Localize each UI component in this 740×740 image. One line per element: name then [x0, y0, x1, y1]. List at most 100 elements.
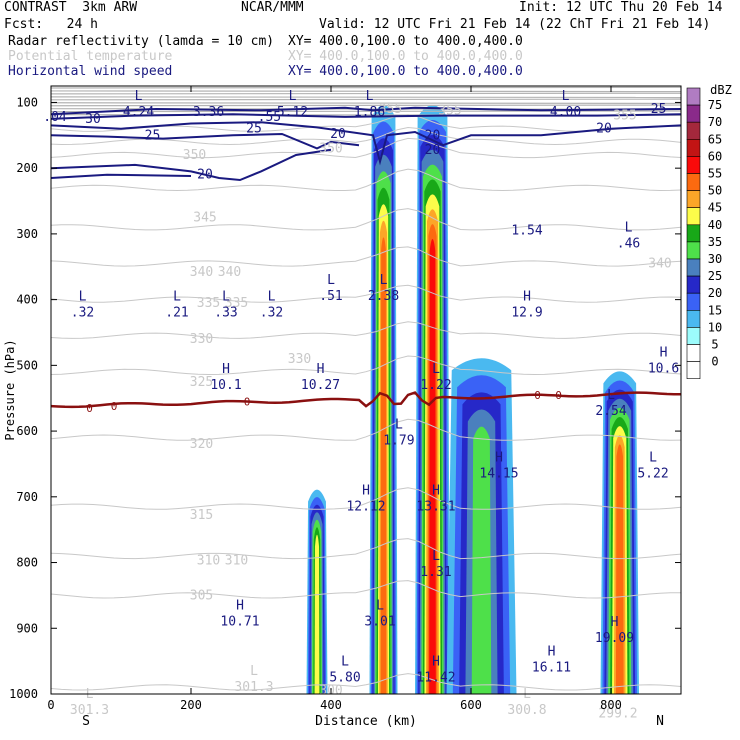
header-org: NCAR/MMM — [241, 0, 304, 15]
colorbar-label: 5 — [711, 338, 718, 352]
field-reflectivity-name: Radar reflectivity (lamda = 10 cm) — [8, 34, 275, 49]
theta-contour-strat — [51, 110, 681, 113]
header-valid: Valid: 12 UTC Fri 21 Feb 14 (22 ChT Fri … — [319, 17, 711, 32]
colorbar-label: 55 — [708, 167, 722, 181]
theta-label: 340 — [190, 265, 213, 280]
hl-value-label: 301.3 — [234, 680, 273, 695]
hl-letter-label: H — [548, 644, 556, 659]
theta-label: 315 — [190, 508, 213, 523]
hl-value-label: .21 — [165, 305, 188, 320]
theta-label: 355 — [379, 102, 402, 117]
colorbar-swatch — [686, 361, 701, 380]
theta-label: 335 — [225, 296, 248, 311]
hl-letter-label: L — [268, 289, 276, 304]
wind-contour — [51, 132, 360, 150]
theta-label: 345 — [193, 210, 216, 225]
colorbar-swatch — [686, 309, 701, 328]
colorbar-swatch — [686, 190, 701, 209]
hl-letter-label: L — [395, 418, 403, 433]
zero-isotherm-label: 0 — [244, 396, 251, 409]
hl-value-label: 1.86 — [354, 105, 385, 120]
theta-label: 335 — [197, 296, 220, 311]
hl-letter-label: H — [362, 483, 370, 498]
hl-value-label: .33 — [214, 305, 237, 320]
theta-label: 355 — [613, 109, 636, 124]
hl-letter-label: H — [660, 345, 668, 360]
theta-contour — [51, 538, 681, 560]
theta-contour — [51, 126, 681, 146]
hl-letter-label: L — [341, 654, 349, 669]
header-init: Init: 12 UTC Thu 20 Feb 14 — [519, 0, 723, 15]
wind-contour — [51, 121, 681, 166]
hl-letter-label: L — [380, 273, 388, 288]
theta-contour — [51, 321, 681, 339]
hl-letter-label: L — [432, 549, 440, 564]
theta-contour-strat — [51, 96, 681, 99]
hl-letter-label: H — [495, 451, 503, 466]
colorbar-swatch — [686, 156, 701, 174]
wind-label: 20 — [596, 122, 612, 137]
hl-letter-label: H — [432, 654, 440, 669]
field-theta-name: Potential temperature — [8, 49, 173, 64]
theta-contour — [51, 208, 681, 231]
theta-contour-strat — [51, 98, 681, 101]
wind-contour — [51, 106, 681, 116]
theta-label: 325 — [190, 375, 213, 390]
hl-letter-label: L — [173, 289, 181, 304]
x-tick-label: 400 — [320, 698, 342, 712]
field-wind-name: Horizontal wind speed — [8, 64, 173, 79]
hl-letter-label: L — [366, 89, 374, 104]
field-reflectivity-xy: XY= 400.0,100.0 to 400.0,400.0 — [288, 34, 523, 49]
reflectivity-cell-2-band-55 — [429, 238, 436, 694]
hl-letter-label: H — [611, 615, 619, 630]
wind-label: 20 — [425, 128, 441, 143]
y-tick-label: 500 — [16, 358, 38, 372]
hl-value-label: .46 — [617, 236, 640, 251]
wind-label: 25 — [651, 102, 667, 117]
colorbar-swatch — [686, 207, 701, 226]
hl-letter-label: L — [327, 273, 335, 288]
hl-value-label: 1.22 — [420, 378, 451, 393]
hl-value-label: 12.12 — [346, 499, 385, 514]
theta-label: 340 — [648, 256, 671, 271]
hl-value-label: .32 — [71, 305, 94, 320]
colorbar-swatch — [686, 224, 701, 243]
x-end-label-south: S — [82, 714, 90, 729]
hl-letter-label: L — [79, 289, 87, 304]
hl-value-label: 5.80 — [329, 670, 360, 685]
colorbar-label: 0 — [711, 355, 718, 369]
y-axis-title: Pressure (hPa) — [3, 339, 17, 440]
theta-label: 310 — [197, 554, 220, 569]
hl-letter-label: H — [222, 362, 230, 377]
hl-value-label: 10.1 — [210, 378, 241, 393]
hl-letter-label: H — [317, 362, 325, 377]
y-tick-label: 200 — [16, 161, 38, 175]
theta-label: 350 — [183, 148, 206, 163]
hl-value-label: 13.31 — [416, 499, 455, 514]
colorbar-swatch — [686, 344, 701, 362]
theta-label: 320 — [190, 437, 213, 452]
hl-letter-label: L — [432, 362, 440, 377]
wind-label: 25 — [246, 122, 262, 137]
reflectivity-cell-4-band-50 — [615, 444, 624, 694]
reflectivity-cell-0-band-40 — [314, 534, 320, 694]
hl-value-label: 19.09 — [595, 631, 634, 646]
colorbar-label: 65 — [708, 132, 722, 146]
colorbar-swatch — [686, 139, 701, 157]
theta-label: 330 — [288, 352, 311, 367]
hl-letter-label: H — [523, 289, 531, 304]
x-tick-label: 200 — [180, 698, 202, 712]
hl-value-label: .55 — [258, 110, 281, 125]
wind-contour — [51, 173, 192, 179]
hl-value-label: 11.42 — [416, 670, 455, 685]
hl-value-label: 5.22 — [637, 467, 668, 482]
colorbar-label: 15 — [708, 303, 722, 317]
y-tick-label: 300 — [16, 227, 38, 241]
hl-value-label: 4.00 — [550, 105, 581, 120]
theta-contour-strat — [51, 90, 681, 93]
y-tick-label: 600 — [16, 424, 38, 438]
x-end-label-north: N — [656, 714, 664, 729]
hl-letter-label: L — [250, 664, 258, 679]
colorbar-swatch — [686, 104, 701, 123]
reflectivity-cell-1-band-50 — [380, 237, 387, 694]
